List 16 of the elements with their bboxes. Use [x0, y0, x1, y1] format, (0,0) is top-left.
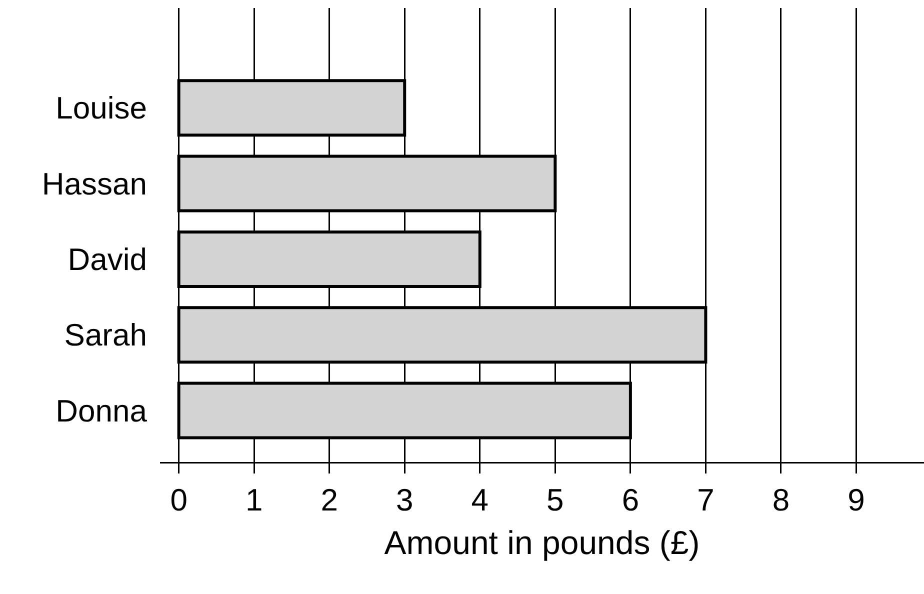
x-tick-label: 9: [848, 482, 865, 518]
x-tick-label: 6: [622, 482, 640, 518]
y-tick-label: Donna: [56, 393, 148, 428]
y-tick-label: Sarah: [64, 318, 147, 353]
y-tick-label: Louise: [56, 90, 147, 126]
x-tick-label: 4: [471, 482, 489, 518]
x-tick-label: 7: [697, 482, 714, 518]
x-tick-label: 1: [245, 482, 263, 518]
x-tick-label: 5: [546, 482, 564, 518]
y-tick-label: Hassan: [42, 166, 147, 202]
y-tick-label: David: [68, 242, 147, 278]
x-axis-title: Amount in pounds (£): [384, 524, 700, 562]
x-tick-label: 2: [320, 482, 338, 518]
x-tick-label: 8: [772, 482, 790, 518]
x-tick-label: 0: [170, 482, 188, 518]
x-tick-label: 3: [396, 482, 414, 518]
